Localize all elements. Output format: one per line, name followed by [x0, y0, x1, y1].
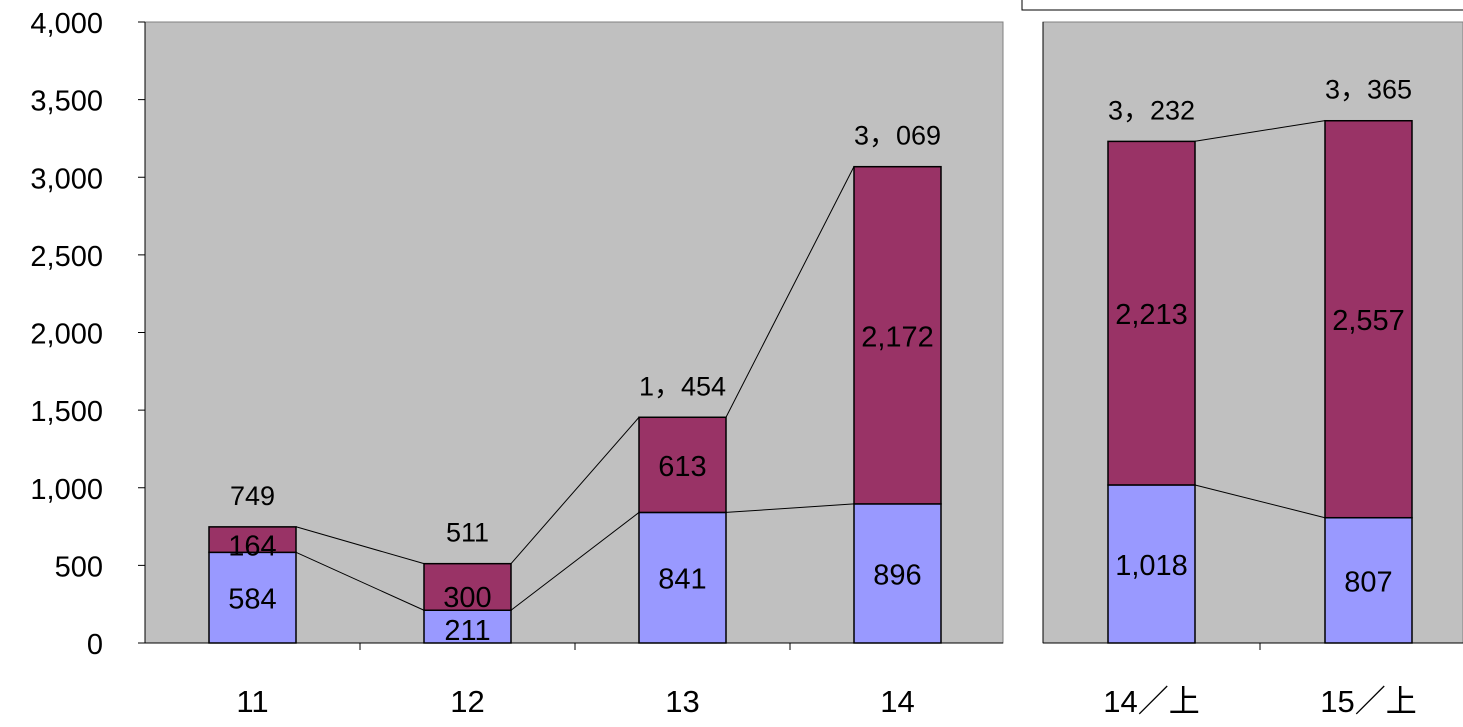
- value-label-upper: 300: [443, 582, 491, 614]
- x-category-label: 15／上: [1320, 684, 1416, 719]
- series-line-upper: [725, 166, 855, 418]
- y-tick-label: 1,500: [30, 396, 103, 428]
- value-label-lower: 896: [873, 559, 921, 591]
- value-label-upper: 2,172: [861, 321, 934, 353]
- y-tick-label: 2,000: [30, 319, 103, 351]
- bar-upper-12: [423, 562, 512, 611]
- bar-upper-13: [638, 416, 727, 514]
- x-category-label: 13: [665, 684, 699, 719]
- value-label-lower: 1,018: [1115, 550, 1188, 582]
- y-tick-label: 3,000: [30, 163, 103, 195]
- value-label-upper: 2,213: [1115, 299, 1188, 331]
- total-label: 749: [230, 481, 275, 511]
- bar-upper-15／上: [1324, 119, 1413, 519]
- bar-upper-14／上: [1107, 140, 1196, 486]
- legend-box: [1021, 0, 1463, 11]
- value-label-lower: 841: [658, 564, 706, 596]
- value-label-upper: 613: [658, 451, 706, 483]
- bar-lower-14: [853, 503, 942, 644]
- total-label: 511: [446, 518, 489, 548]
- series-line-upper: [295, 526, 425, 565]
- total-label: 3，365: [1325, 75, 1412, 105]
- value-label-lower: 807: [1344, 566, 1392, 598]
- x-category-label: 12: [450, 684, 484, 719]
- y-tick-label: 1,000: [30, 474, 103, 506]
- x-category-label: 11: [236, 684, 268, 719]
- x-category-label: 14: [880, 684, 914, 719]
- total-label: 1，454: [639, 371, 726, 401]
- value-label-upper: 164: [228, 530, 276, 562]
- series-line-upper: [510, 416, 640, 564]
- bar-lower-15／上: [1324, 516, 1413, 644]
- bar-lower-11: [208, 551, 297, 644]
- series-line-lower: [1194, 484, 1326, 519]
- x-category-label: 14／上: [1103, 684, 1199, 719]
- total-label: 3，069: [854, 121, 941, 151]
- series-line-lower: [510, 512, 640, 611]
- total-label: 3，232: [1108, 95, 1195, 125]
- series-line-lower: [725, 503, 855, 513]
- bar-lower-12: [423, 609, 512, 644]
- value-label-lower: 211: [444, 615, 490, 647]
- bar-lower-13: [638, 511, 727, 644]
- series-line-lower: [295, 551, 425, 611]
- bar-upper-14: [853, 165, 942, 505]
- bar-lower-14／上: [1107, 484, 1196, 644]
- bar-upper-11: [208, 526, 297, 554]
- y-tick-label: 2,500: [30, 241, 103, 273]
- series-line-upper: [1194, 120, 1326, 142]
- y-tick-label: 0: [87, 629, 103, 661]
- y-tick-label: 3,500: [30, 86, 103, 118]
- y-tick-label: 500: [55, 551, 103, 583]
- value-label-lower: 584: [228, 584, 276, 616]
- value-label-upper: 2,557: [1332, 305, 1405, 337]
- y-tick-label: 4,000: [30, 8, 103, 40]
